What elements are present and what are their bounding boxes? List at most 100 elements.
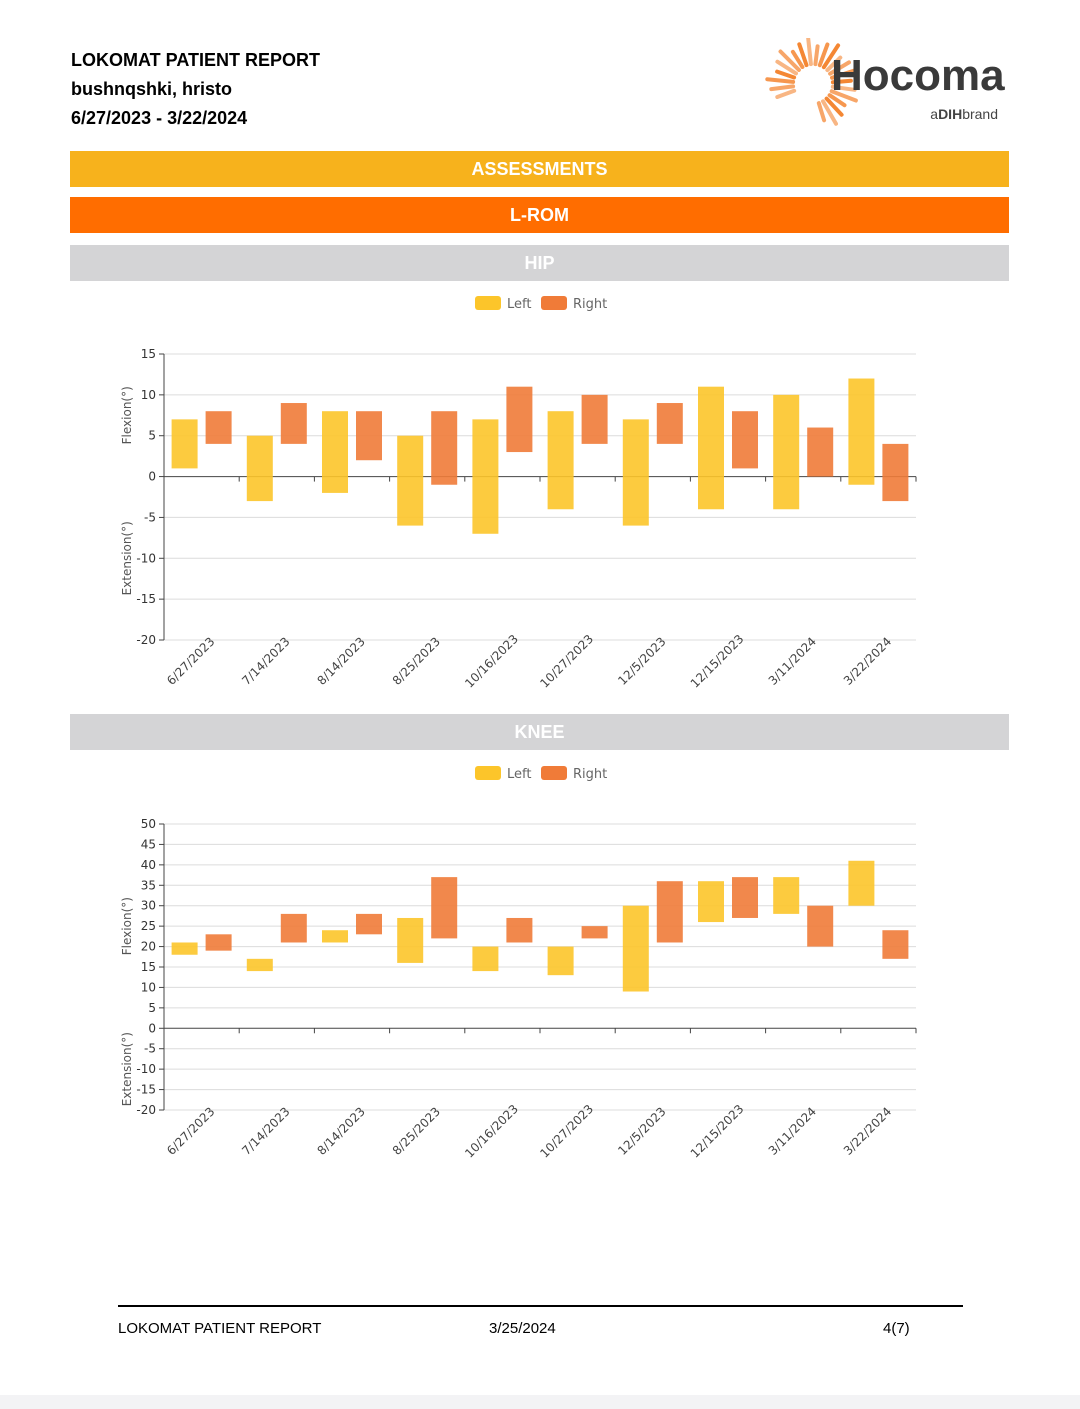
bar-right [431,411,458,485]
logo-ray [813,44,820,67]
bar-left [322,411,348,493]
legend-label-left: Left [507,767,531,782]
bar-left [547,411,574,510]
logo-ray [765,77,796,84]
y-tick-label: 20 [141,940,156,954]
logo-ray [797,42,809,68]
y-tick-label: -15 [136,1083,156,1097]
x-tick-label: 10/16/2023 [462,1102,521,1161]
footer-divider [118,1305,963,1307]
bar-right [205,934,232,951]
knee-section-header: KNEE [70,714,1009,750]
y-tick-label: -5 [144,1042,156,1056]
y-tick-label: 5 [148,1001,156,1015]
bar-right [732,411,758,469]
footer-date: 3/25/2024 [489,1320,556,1337]
bar-left [698,881,724,923]
x-tick-label: 12/15/2023 [688,1102,747,1161]
lrom-banner: L-ROM [70,197,1009,233]
hip-range-chart: Left Right 15 10 5 0 -5 -10 -15 -20 Flexion(°) Exte… [120,296,917,691]
bar-left [246,958,273,972]
x-tick-label: 12/5/2023 [615,1104,668,1157]
logo-ray [827,93,847,108]
x-tick-label: 8/14/2023 [314,1104,367,1157]
x-tick-label: 3/11/2024 [766,1104,819,1157]
x-tick-label: 7/14/2023 [239,634,292,687]
y-axis-label-extension: Extension(°) [120,1032,134,1106]
footer-title: LOKOMAT PATIENT REPORT [118,1320,322,1337]
logo-ray [775,69,797,80]
bar-right [656,881,683,943]
y-tick-label: 0 [148,1021,156,1035]
bar-right [356,913,382,935]
logo-ray [830,67,859,80]
logo-ray [806,38,813,67]
hocoma-logo: Hocoma aDIHbrand [765,38,1005,126]
x-tick-label: 10/16/2023 [462,632,521,691]
y-tick-label: 50 [141,817,156,831]
bar-right [807,427,834,477]
report-header: LOKOMAT PATIENT REPORT bushnqshki, hrist… [71,46,320,133]
chart-legend: Left Right [475,296,607,312]
bar-right [356,411,382,461]
bar-left [698,386,724,510]
y-tick-label: 30 [141,899,156,913]
bar-left [472,419,499,534]
x-tick-label: 3/11/2024 [766,634,819,687]
bar-right [506,386,533,453]
chart-legend: Left Right [475,766,607,782]
bar-left [171,942,198,955]
y-tick-label: 40 [141,858,156,872]
logo-ray [829,89,858,103]
bar-right [431,877,458,939]
y-tick-label: 10 [141,980,156,994]
x-tick-label: 6/27/2023 [164,634,217,687]
bar-left [848,860,875,906]
x-tick-label: 8/25/2023 [390,634,443,687]
y-tick-label: -10 [136,1062,156,1076]
bar-left [547,946,574,976]
bar-left [397,435,424,526]
x-tick-label: 10/27/2023 [537,1102,596,1161]
y-axis-label-flexion: Flexion(°) [120,386,134,444]
bar-left [246,435,273,502]
logo-ray [769,84,796,92]
footer-page-number: 4(7) [883,1320,910,1337]
legend-swatch-right [541,296,567,310]
report-date-range: 6/27/2023 - 3/22/2024 [71,108,248,128]
knee-range-chart: Left Right50454035302520151050-5-10-15-20… [120,766,917,1161]
logo-ray [775,59,798,76]
x-tick-label: 12/5/2023 [615,634,668,687]
x-tick-label: 12/15/2023 [688,632,747,691]
y-tick-label: 15 [141,347,156,361]
x-tick-label: 3/22/2024 [841,1104,894,1157]
y-tick-label: 0 [148,470,156,484]
x-tick-label: 3/22/2024 [841,634,894,687]
logo-ray [828,60,851,76]
bar-right [807,905,834,947]
bar-right [656,403,683,444]
bar-right [882,930,909,959]
bar-right [732,877,758,918]
y-axis-label-flexion: Flexion(°) [120,897,134,955]
legend-swatch-left [475,296,501,310]
legend-label-right: Right [573,767,607,782]
y-tick-label: -15 [136,592,156,606]
logo-ray [824,96,844,117]
bar-right [581,926,608,939]
y-axis-label-extension: Extension(°) [120,521,134,595]
bar-right [581,394,608,444]
bar-left [848,378,875,485]
y-tick-label: 10 [141,388,156,402]
x-tick-label: 10/27/2023 [537,632,596,691]
y-tick-label: 45 [141,837,156,851]
logo-ray [790,49,805,69]
x-tick-label: 7/14/2023 [239,1104,292,1157]
legend-label-right: Right [573,297,607,312]
y-tick-label: 35 [141,878,156,892]
bar-left [171,419,198,469]
y-tick-label: 15 [141,960,156,974]
logo-ray [821,99,838,126]
logo-tagline: aDIHbrand [930,106,998,122]
y-tick-label: -10 [136,551,156,565]
